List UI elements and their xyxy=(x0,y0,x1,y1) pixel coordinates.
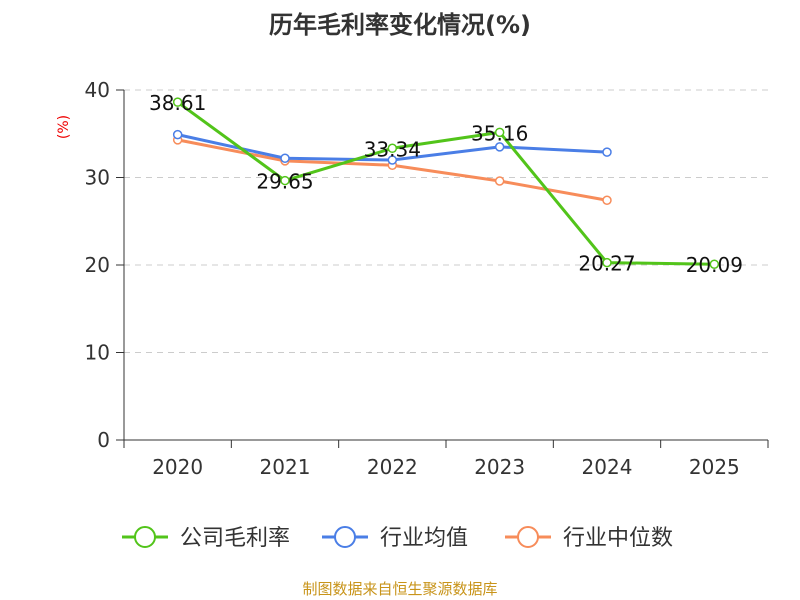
data-point xyxy=(387,143,398,154)
data-point xyxy=(602,147,612,157)
data-label: 33.34 xyxy=(364,137,421,161)
data-label: 29.65 xyxy=(256,170,313,194)
x-tick-label: 2021 xyxy=(260,455,311,479)
legend-label: 公司毛利率 xyxy=(180,526,290,551)
x-tick-label: 2022 xyxy=(367,455,418,479)
y-tick-label: 10 xyxy=(85,341,110,365)
data-point xyxy=(172,97,183,107)
data-label: 20.27 xyxy=(578,252,635,276)
y-tick-label: 30 xyxy=(85,166,110,190)
legend-marker xyxy=(134,526,156,548)
x-tick-label: 2023 xyxy=(474,455,525,479)
legend-marker xyxy=(517,526,539,548)
data-label: 20.09 xyxy=(686,253,743,277)
data-point xyxy=(387,155,398,165)
data-label: 35.16 xyxy=(471,121,528,145)
x-tick-label: 2020 xyxy=(152,455,203,479)
x-tick-label: 2025 xyxy=(689,455,740,479)
chart-title: 历年毛利率变化情况(%) xyxy=(269,11,531,39)
data-point xyxy=(602,257,612,268)
source-note: 制图数据来自恒生聚源数据库 xyxy=(302,580,497,598)
data-point xyxy=(602,195,612,205)
data-point xyxy=(494,176,505,186)
x-tick-label: 2024 xyxy=(582,455,633,479)
data-point xyxy=(280,153,290,163)
y-tick-label: 20 xyxy=(85,253,110,277)
legend-label: 行业均值 xyxy=(380,526,468,551)
y-tick-label: 0 xyxy=(97,428,110,452)
series-line xyxy=(176,100,715,266)
data-point xyxy=(280,175,290,186)
legend-marker xyxy=(334,526,356,548)
y-tick-label: 40 xyxy=(85,78,110,102)
data-point xyxy=(172,129,183,140)
data-point xyxy=(709,259,720,269)
data-label: 38.61 xyxy=(149,91,206,115)
y-axis-label: (%) xyxy=(56,115,72,139)
data-point xyxy=(494,142,505,152)
legend-label: 行业中位数 xyxy=(563,526,673,551)
data-point xyxy=(494,127,505,138)
